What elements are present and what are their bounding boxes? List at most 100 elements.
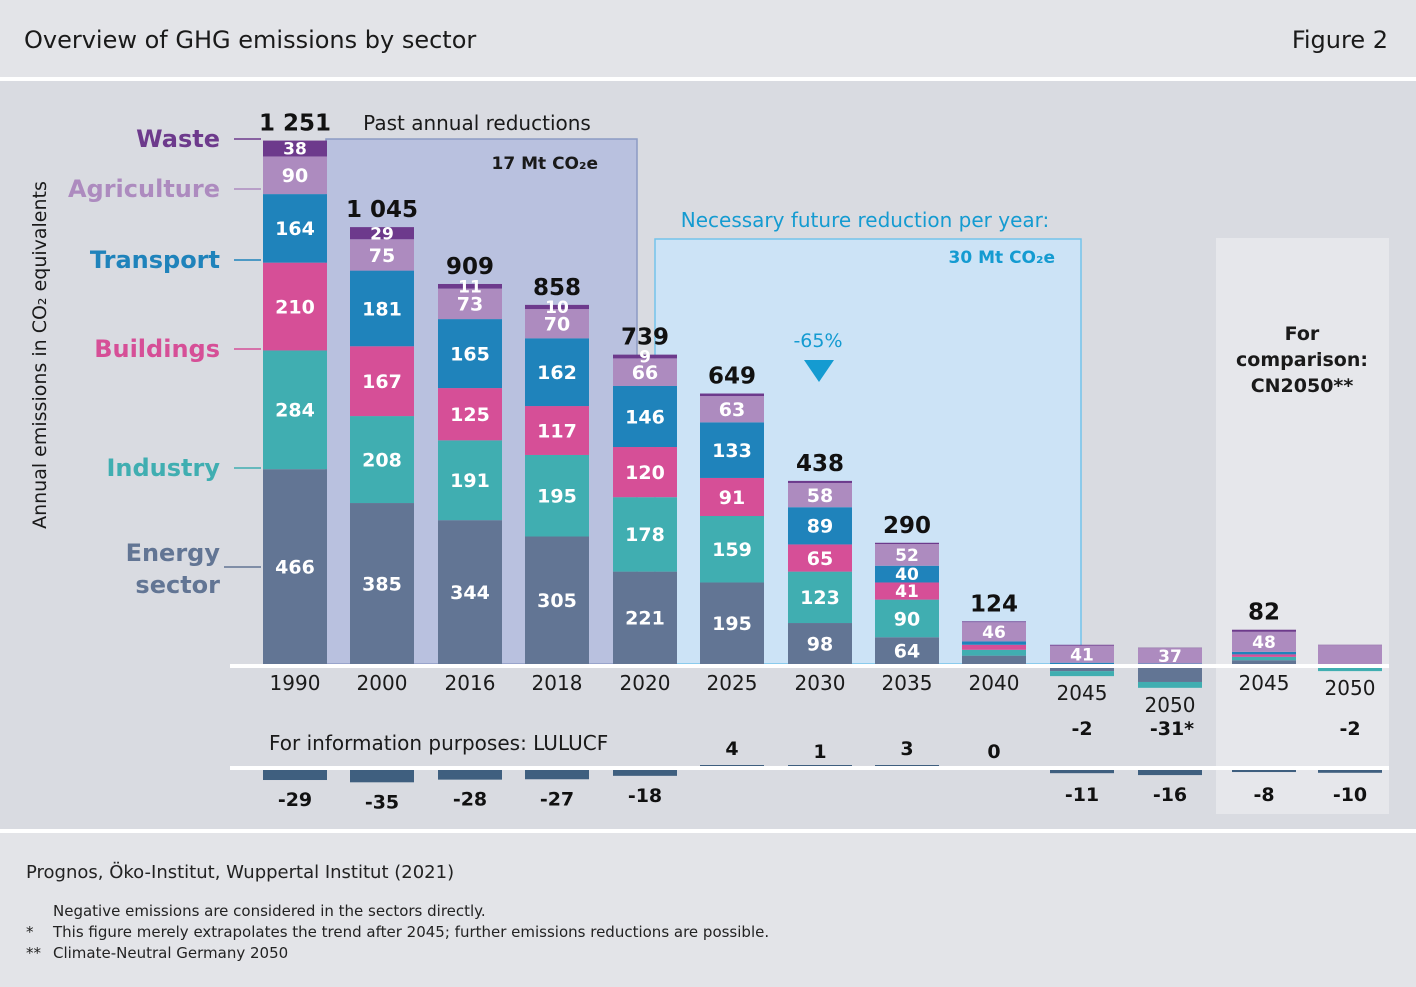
bar-2016-industry-label: 191 <box>450 470 490 492</box>
bar-2020-industry <box>613 497 677 572</box>
bar-2020-transport-label: 146 <box>625 406 665 428</box>
bar-2020-industry-label: 178 <box>625 524 665 546</box>
comparison-heading-1: comparison: <box>1236 349 1368 371</box>
bar-2020-waste <box>613 354 677 359</box>
bar-2030-agriculture <box>788 482 852 508</box>
bar-2020-agriculture-label: 66 <box>632 362 658 384</box>
bar-2000-energy-sector <box>350 503 414 664</box>
bar-2020-energy-sector <box>613 571 677 664</box>
bar-2045-waste <box>1232 629 1296 632</box>
header: Overview of GHG emissions by sector Figu… <box>0 0 1416 77</box>
bar-2030-waste <box>788 480 852 483</box>
x-tick-2016: 2016 <box>445 671 496 695</box>
bar-2040-total: 124 <box>970 591 1018 617</box>
lulucf-bar-2045 <box>1050 769 1114 774</box>
lulucf-value-1990: -29 <box>278 789 312 811</box>
bar-2025-energy-sector-label: 195 <box>712 613 752 635</box>
bar-2040-agriculture <box>962 622 1026 642</box>
bar-2035-agriculture <box>875 544 939 566</box>
bar-2035-agriculture-label: 52 <box>895 546 919 566</box>
bar-1990-waste-label: 38 <box>283 140 307 160</box>
bar-2018-transport <box>525 338 589 407</box>
bar-2040-industry <box>962 649 1026 656</box>
footnote-text-0: Negative emissions are considered in the… <box>53 902 486 920</box>
bar-2016-total: 909 <box>446 254 494 280</box>
bar-2050-total: -2 <box>1339 718 1360 740</box>
lulucf-bar-2050 <box>1138 769 1202 776</box>
bar-2030-total: 438 <box>796 451 844 477</box>
bar-2040-energy-sector <box>962 655 1026 664</box>
bar-2016-waste-label: 11 <box>458 277 482 297</box>
bar-2030-buildings <box>788 544 852 572</box>
bar-2025-transport-label: 133 <box>712 440 752 462</box>
bar-2020-waste-label: 9 <box>639 348 651 368</box>
bar-2035-energy-sector <box>875 637 939 664</box>
bar-2030-transport <box>788 507 852 545</box>
bar-1990-waste <box>263 140 327 157</box>
bar-2018-agriculture <box>525 309 589 339</box>
bar-2050-energy-sector <box>1138 664 1202 682</box>
bar-2045-agriculture <box>1232 631 1296 652</box>
lulucf-value-2040: 0 <box>987 741 1000 763</box>
footnote-text-1: This figure merely extrapolates the tren… <box>53 923 770 941</box>
lulucf-bar-2025 <box>700 765 764 767</box>
bar-2000-industry-label: 208 <box>362 449 402 471</box>
figure-number: Figure 2 <box>1291 26 1388 54</box>
lulucf-bar-2045 <box>1232 769 1296 773</box>
lulucf-bar-2000 <box>350 769 414 783</box>
bar-2040-transport <box>962 641 1026 645</box>
future-reduction-value: 30 Mt CO₂e <box>949 248 1055 268</box>
bar-2030-transport-label: 89 <box>807 516 833 538</box>
bar-2018-agriculture-label: 70 <box>544 314 570 336</box>
bar-2016-transport <box>438 319 502 389</box>
bar-2050-industry <box>1138 681 1202 688</box>
bar-2018-waste <box>525 304 589 310</box>
bar-2016-buildings-label: 125 <box>450 404 490 426</box>
bar-1990-energy-sector <box>263 469 327 664</box>
legend-waste-label-0: Waste <box>136 125 220 153</box>
x-tick-2045: 2045 <box>1057 681 1108 705</box>
bar-1990-industry-label: 284 <box>275 400 315 422</box>
bar-2025-agriculture <box>700 396 764 423</box>
lulucf-section-label: For information purposes: LULUCF <box>269 731 608 755</box>
bar-2000-buildings <box>350 346 414 417</box>
bar-2030-agriculture-label: 58 <box>807 485 833 507</box>
footnote-text-2: Climate-Neutral Germany 2050 <box>53 944 289 962</box>
footnote-marker-2: ** <box>26 944 41 962</box>
lulucf-bar-1990 <box>263 769 327 781</box>
bar-2045-transport <box>1050 662 1114 664</box>
bar-2000-waste <box>350 227 414 240</box>
lulucf-value-2045: -11 <box>1065 784 1099 806</box>
bar-2000-industry <box>350 416 414 504</box>
bar-2020-buildings <box>613 447 677 498</box>
source-note: Prognos, Öko-Institut, Wuppertal Institu… <box>26 862 455 883</box>
bar-2045-waste <box>1050 644 1114 646</box>
bar-2016-agriculture-label: 73 <box>457 294 483 316</box>
lulucf-bar-2035 <box>875 765 939 767</box>
bar-2020-buildings-label: 120 <box>625 462 665 484</box>
reduction-percent-label: -65% <box>793 330 842 352</box>
bar-2025-total: 649 <box>708 364 756 390</box>
bar-1990-agriculture <box>263 156 327 195</box>
bar-2035-transport-label: 40 <box>895 565 919 585</box>
bar-2025-buildings-label: 91 <box>719 487 745 509</box>
lulucf-bar-2018 <box>525 769 589 780</box>
bar-2050-agriculture <box>1138 648 1202 664</box>
bar-2035-waste <box>875 542 939 545</box>
lulucf-bar-2050 <box>1318 769 1382 773</box>
bar-2030-industry-label: 123 <box>800 587 840 609</box>
x-tick-2035: 2035 <box>882 671 933 695</box>
comparison-heading-0: For <box>1285 323 1320 345</box>
lulucf-bar-2030 <box>788 765 852 767</box>
future-reduction-heading: Necessary future reduction per year: <box>681 208 1049 232</box>
down-triangle-icon <box>804 360 834 382</box>
separator-top <box>0 77 1416 81</box>
y-axis-label: Annual emissions in CO₂ equivalents <box>29 181 51 529</box>
legend-agriculture-label-0: Agriculture <box>68 175 220 203</box>
bar-1990-energy-sector-label: 466 <box>275 556 315 578</box>
bar-2025-transport <box>700 422 764 478</box>
lulucf-value-2020: -18 <box>628 785 662 807</box>
legend-energy-sector-label-1: sector <box>135 571 220 599</box>
x-tick-2050: 2050 <box>1325 676 1376 700</box>
